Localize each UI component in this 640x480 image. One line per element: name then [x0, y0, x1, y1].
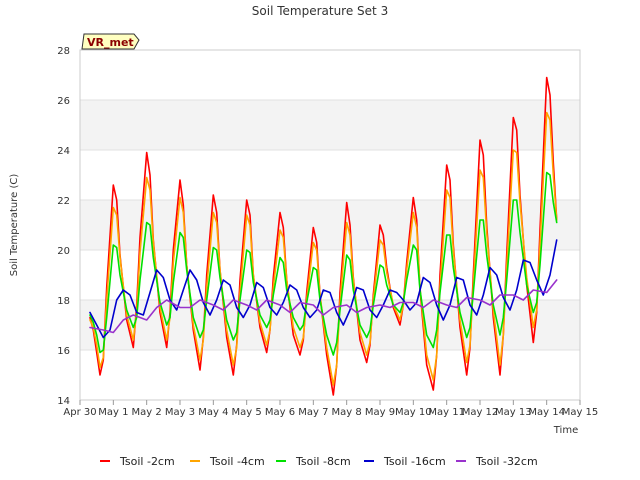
x-tick-label: May 8 — [332, 407, 362, 418]
legend-label-4: Tsoil -32cm — [475, 455, 538, 468]
x-tick-label: May 12 — [462, 407, 499, 418]
y-axis-label: Soil Temperature (C) — [9, 174, 20, 277]
x-tick-label: May 14 — [528, 407, 565, 418]
x-tick-label: May 1 — [98, 407, 128, 418]
x-axis-label: Time — [553, 425, 578, 436]
x-axis-ticks: Apr 30 May 1 May 2 May 3 May 4 May 5 May 6 May … — [63, 400, 598, 418]
legend-label-1: Tsoil -4cm — [209, 455, 265, 468]
background-band — [80, 200, 580, 250]
y-tick-label: 18 — [57, 296, 70, 307]
x-tick-label: Apr 30 — [63, 407, 96, 418]
y-axis-ticks: 14 16 18 20 22 24 26 28 — [57, 46, 70, 407]
y-tick-label: 22 — [57, 196, 70, 207]
x-tick-label: May 11 — [428, 407, 465, 418]
background-bands — [80, 100, 580, 350]
background-band — [80, 100, 580, 150]
legend-label-2: Tsoil -8cm — [295, 455, 351, 468]
vr-met-tag-label: VR_met — [87, 36, 134, 49]
plot-area-border — [79, 49, 581, 401]
y-tick-label: 24 — [57, 146, 70, 157]
x-tick-label: May 6 — [265, 407, 295, 418]
series-line-4 — [89, 279, 558, 334]
series-line-3 — [89, 239, 558, 339]
x-tick-label: May 3 — [165, 407, 195, 418]
y-tick-label: 16 — [57, 346, 70, 357]
y-tick-label: 14 — [57, 396, 70, 407]
x-tick-label: May 15 — [562, 407, 599, 418]
x-tick-label: May 2 — [132, 407, 162, 418]
legend-label-3: Tsoil -16cm — [383, 455, 446, 468]
series-lines — [89, 76, 558, 396]
x-tick-label: May 4 — [198, 407, 228, 418]
x-tick-label: May 9 — [365, 407, 395, 418]
y-tick-label: 20 — [57, 246, 70, 257]
y-tick-label: 26 — [57, 96, 70, 107]
y-tick-label: 28 — [57, 46, 70, 57]
chart-title: Soil Temperature Set 3 — [252, 4, 388, 18]
vr-met-tag-box — [81, 33, 140, 50]
vr-met-tag: VR_met — [81, 33, 140, 50]
legend: Tsoil -2cm Tsoil -4cm Tsoil -8cm Tsoil -16c… — [100, 455, 538, 468]
x-tick-label: May 5 — [232, 407, 262, 418]
x-tick-label: May 10 — [395, 407, 432, 418]
x-tick-label: May 7 — [298, 407, 328, 418]
x-tick-label: May 13 — [495, 407, 532, 418]
legend-label-0: Tsoil -2cm — [119, 455, 175, 468]
